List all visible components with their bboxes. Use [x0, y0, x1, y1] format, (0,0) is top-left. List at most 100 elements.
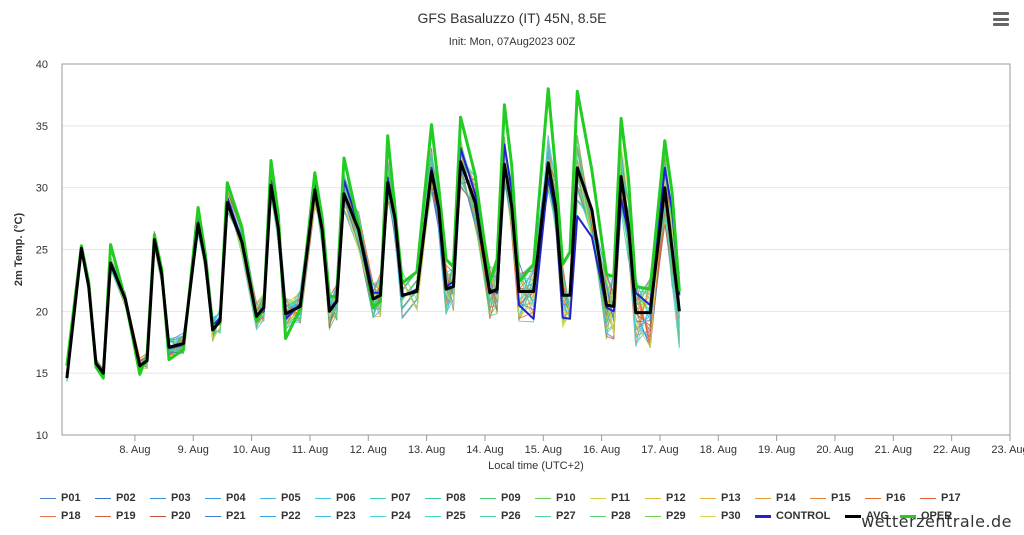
legend-item-p14[interactable]: P14	[755, 490, 796, 506]
legend-line-icon	[425, 497, 441, 499]
legend-item-p03[interactable]: P03	[150, 490, 191, 506]
legend-label: P13	[721, 492, 741, 504]
legend-item-p25[interactable]: P25	[425, 508, 466, 524]
y-tick-label: 15	[36, 368, 48, 380]
legend-label: P16	[886, 492, 906, 504]
legend-label: P30	[721, 510, 741, 522]
legend-item-p23[interactable]: P23	[315, 508, 356, 524]
legend-item-p12[interactable]: P12	[645, 490, 686, 506]
legend-line-icon	[315, 497, 331, 499]
plot-frame	[61, 63, 1011, 436]
legend-line-icon	[40, 497, 56, 499]
legend-item-p19[interactable]: P19	[95, 508, 136, 524]
x-tick-label: 15. Aug	[525, 444, 562, 456]
x-tick-label: 20. Aug	[816, 444, 853, 456]
legend-item-p17[interactable]: P17	[920, 490, 961, 506]
legend-line-icon	[535, 497, 551, 499]
legend-item-p09[interactable]: P09	[480, 490, 521, 506]
legend-item-p27[interactable]: P27	[535, 508, 576, 524]
y-tick-label: 30	[36, 183, 48, 195]
legend-label: P01	[61, 492, 81, 504]
legend-item-control[interactable]: CONTROL	[755, 508, 830, 524]
legend-item-p04[interactable]: P04	[205, 490, 246, 506]
legend-label: P19	[116, 510, 136, 522]
legend-line-icon	[40, 515, 56, 517]
legend-label: P15	[831, 492, 851, 504]
legend-item-p29[interactable]: P29	[645, 508, 686, 524]
legend-line-icon	[205, 515, 221, 517]
legend-line-icon	[645, 515, 661, 517]
legend-item-p26[interactable]: P26	[480, 508, 521, 524]
series-line-avg	[65, 160, 681, 379]
legend-line-icon	[95, 515, 111, 517]
legend-item-p07[interactable]: P07	[370, 490, 411, 506]
legend-item-p01[interactable]: P01	[40, 490, 81, 506]
legend-label: OPER	[921, 510, 953, 522]
x-tick-label: 8. Aug	[119, 444, 150, 456]
legend-line-icon	[425, 515, 441, 517]
legend-label: P09	[501, 492, 521, 504]
legend-label: P22	[281, 510, 301, 522]
legend-line-icon	[590, 497, 606, 499]
legend-label: P18	[61, 510, 81, 522]
hamburger-menu-icon[interactable]	[993, 12, 1009, 26]
chart-legend: P01 P02 P03 P04 P05 P06 P07 P08 P09 P10 P11 P12 P13 P…	[40, 490, 1020, 534]
y-tick-label: 40	[36, 59, 48, 71]
x-tick-label: 19. Aug	[758, 444, 795, 456]
legend-label: P08	[446, 492, 466, 504]
legend-line-icon	[480, 515, 496, 517]
legend-label: P26	[501, 510, 521, 522]
legend-line-icon	[645, 497, 661, 499]
legend-label: P02	[116, 492, 136, 504]
legend-item-p15[interactable]: P15	[810, 490, 851, 506]
legend-label: P27	[556, 510, 576, 522]
legend-line-icon	[755, 514, 771, 518]
legend-label: P06	[336, 492, 356, 504]
legend-item-p28[interactable]: P28	[590, 508, 631, 524]
legend-line-icon	[260, 497, 276, 499]
y-tick-label: 20	[36, 306, 48, 318]
x-tick-label: 11. Aug	[292, 444, 329, 456]
legend-item-p18[interactable]: P18	[40, 508, 81, 524]
legend-item-p21[interactable]: P21	[205, 508, 246, 524]
legend-line-icon	[370, 515, 386, 517]
legend-label: P25	[446, 510, 466, 522]
legend-item-p22[interactable]: P22	[260, 508, 301, 524]
legend-label: P14	[776, 492, 796, 504]
legend-line-icon	[900, 514, 916, 518]
legend-label: AVG	[866, 510, 890, 522]
legend-item-p11[interactable]: P11	[590, 490, 630, 506]
legend-item-p30[interactable]: P30	[700, 508, 741, 524]
legend-line-icon	[150, 497, 166, 499]
legend-item-p16[interactable]: P16	[865, 490, 906, 506]
series-line-oper	[65, 87, 681, 380]
legend-item-p06[interactable]: P06	[315, 490, 356, 506]
legend-line-icon	[920, 497, 936, 499]
legend-item-p02[interactable]: P02	[95, 490, 136, 506]
x-tick-label: 17. Aug	[641, 444, 678, 456]
x-tick-label: 21. Aug	[875, 444, 912, 456]
legend-line-icon	[260, 515, 276, 517]
legend-label: P10	[556, 492, 576, 504]
y-tick-label: 10	[36, 430, 48, 442]
legend-line-icon	[590, 515, 606, 517]
x-tick-label: 16. Aug	[583, 444, 620, 456]
legend-item-p24[interactable]: P24	[370, 508, 411, 524]
x-tick-label: 18. Aug	[700, 444, 737, 456]
legend-label: P20	[171, 510, 191, 522]
legend-item-avg[interactable]: AVG	[845, 508, 889, 524]
legend-item-p05[interactable]: P05	[260, 490, 301, 506]
legend-line-icon	[700, 497, 716, 499]
legend-label: P28	[611, 510, 631, 522]
legend-label: P11	[611, 492, 630, 504]
legend-label: P23	[336, 510, 356, 522]
legend-item-oper[interactable]: OPER	[900, 508, 952, 524]
legend-item-p13[interactable]: P13	[700, 490, 741, 506]
legend-item-p08[interactable]: P08	[425, 490, 466, 506]
legend-item-p10[interactable]: P10	[535, 490, 576, 506]
legend-label: P05	[281, 492, 301, 504]
legend-label: P07	[391, 492, 411, 504]
legend-line-icon	[865, 497, 881, 499]
site-credit: wetterzentrale.de	[861, 512, 1012, 531]
legend-item-p20[interactable]: P20	[150, 508, 191, 524]
